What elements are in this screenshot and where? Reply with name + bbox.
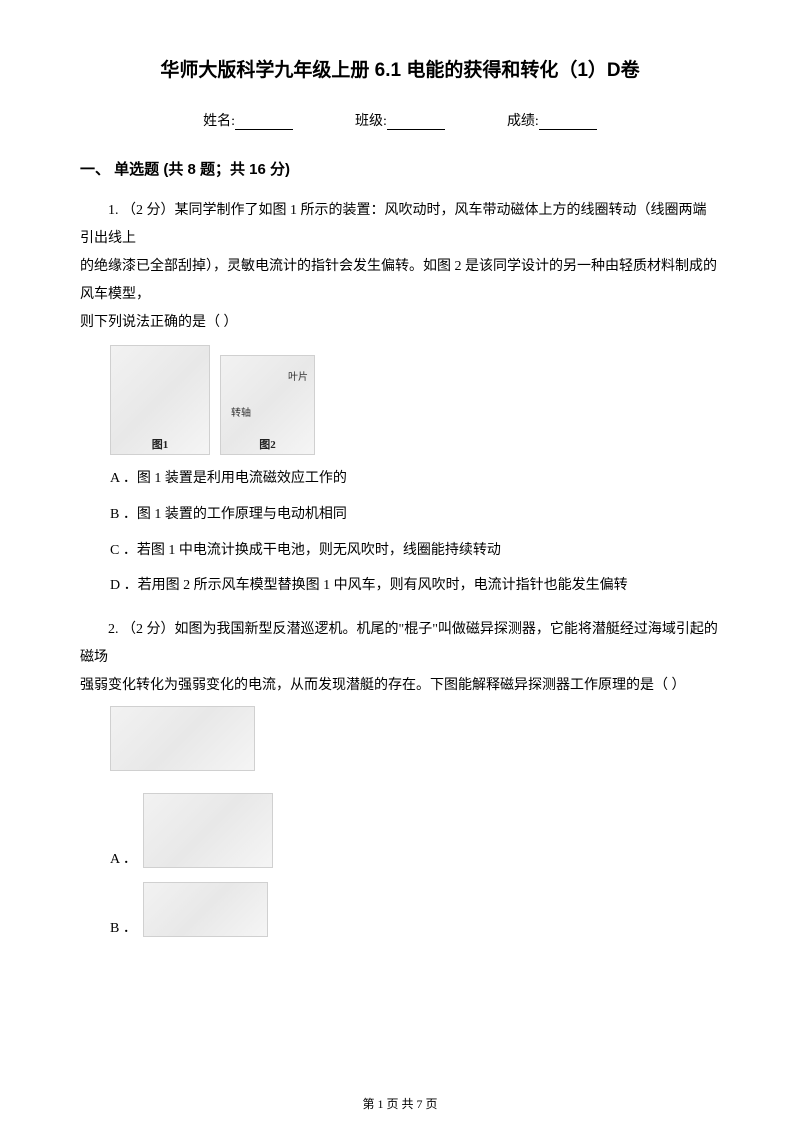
q1-figure-1: 图1	[110, 345, 210, 455]
q1-line1: 某同学制作了如图 1 所示的装置：风吹动时，风车带动磁体上方的线圈转动（线圈两端…	[80, 203, 707, 246]
q1-fig2-label: 图2	[259, 436, 276, 452]
student-info-row: 姓名: 班级: 成绩:	[80, 110, 720, 130]
page-title: 华师大版科学九年级上册 6.1 电能的获得和转化（1）D卷	[80, 55, 720, 82]
q2-line2: 强弱变化转化为强弱变化的电流，从而发现潜艇的存在。下图能解释磁异探测器工作原理的…	[80, 672, 720, 700]
q1-fig2-axis-label: 转轴	[231, 404, 251, 419]
class-label: 班级:	[355, 114, 387, 129]
q2-option-a-row[interactable]: A ．	[110, 793, 720, 868]
q1-line3: 则下列说法正确的是（ ）	[80, 309, 720, 337]
question-2: 2. （2 分）如图为我国新型反潜巡逻机。机尾的"棍子"叫做磁异探测器，它能将潜…	[80, 616, 720, 937]
name-blank[interactable]	[235, 116, 293, 130]
q1-option-b[interactable]: B ．图 1 装置的工作原理与电动机相同	[110, 503, 720, 527]
q1-figure-2: 叶片 转轴 图2	[220, 355, 315, 455]
page-footer: 第 1 页 共 7 页	[0, 1095, 800, 1112]
q2-num: 2. （2 分）	[108, 622, 175, 637]
q1-fig1-label: 图1	[152, 436, 169, 452]
name-label: 姓名:	[203, 114, 235, 129]
q2-option-b-letter: B ．	[110, 917, 137, 937]
q1-option-d[interactable]: D ．若用图 2 所示风车模型替换图 1 中风车，则有风吹时，电流计指针也能发生…	[110, 574, 720, 598]
q2-text: 2. （2 分）如图为我国新型反潜巡逻机。机尾的"棍子"叫做磁异探测器，它能将潜…	[80, 616, 720, 672]
q2-option-a-figure	[143, 793, 273, 868]
class-blank[interactable]	[387, 116, 445, 130]
q2-option-a-letter: A ．	[110, 848, 137, 868]
q1-fig2-leaf-label: 叶片	[288, 368, 308, 383]
q1-option-a[interactable]: A ．图 1 装置是利用电流磁效应工作的	[110, 467, 720, 491]
q1-text: 1. （2 分）某同学制作了如图 1 所示的装置：风吹动时，风车带动磁体上方的线…	[80, 197, 720, 253]
q2-plane-figure	[110, 706, 255, 771]
q2-option-b-figure	[143, 882, 268, 937]
score-label: 成绩:	[507, 114, 539, 129]
q2-line1: 如图为我国新型反潜巡逻机。机尾的"棍子"叫做磁异探测器，它能将潜艇经过海域引起的…	[80, 622, 718, 665]
question-1: 1. （2 分）某同学制作了如图 1 所示的装置：风吹动时，风车带动磁体上方的线…	[80, 197, 720, 598]
q1-line2: 的绝缘漆已全部刮掉），灵敏电流计的指针会发生偏转。如图 2 是该同学设计的另一种…	[80, 253, 720, 309]
q2-option-b-row[interactable]: B ．	[110, 882, 720, 937]
q1-option-c[interactable]: C ．若图 1 中电流计换成干电池，则无风吹时，线圈能持续转动	[110, 539, 720, 563]
score-blank[interactable]	[539, 116, 597, 130]
q1-figures: 图1 叶片 转轴 图2	[110, 345, 720, 455]
section-header: 一、 单选题 (共 8 题；共 16 分)	[80, 158, 720, 179]
q1-num: 1. （2 分）	[108, 203, 175, 218]
